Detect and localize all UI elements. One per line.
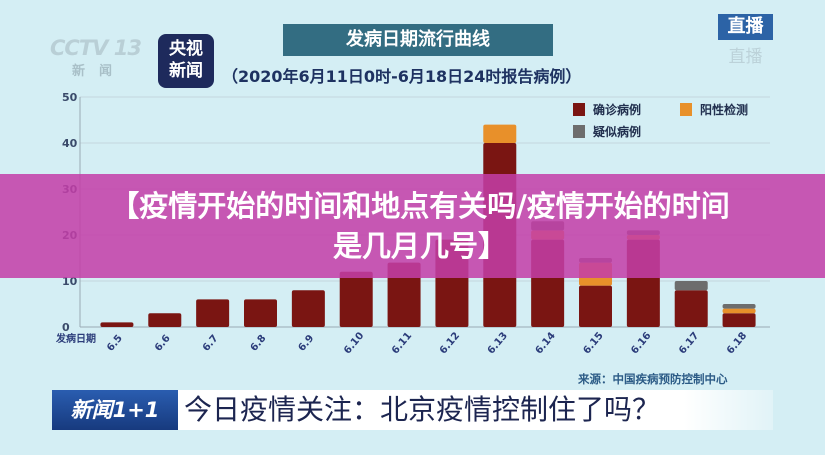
cctv-news-logo: 央视新闻 <box>158 34 214 88</box>
legend-label: 疑似病例 <box>593 124 641 139</box>
y-tick-label: 50 <box>62 91 78 104</box>
y-tick-label: 40 <box>62 137 78 150</box>
title-overlay-banner <box>0 174 825 278</box>
legend-swatch <box>573 125 585 138</box>
x-tick-label: 6.14 <box>534 330 558 356</box>
bar-6.18-确诊病例 <box>722 313 756 327</box>
x-axis-label: 发病日期 <box>55 332 96 345</box>
legend-label: 阳性检测 <box>700 102 748 117</box>
overlay-text: 【疫情开始的时间和地点有关吗/疫情开始的时间 是几月几号】 <box>40 186 800 266</box>
bar-6.13-阳性检测 <box>483 124 517 143</box>
live-badge-reflection: 直播 <box>728 47 763 67</box>
legend-label: 确诊病例 <box>593 102 641 117</box>
bar-6.7-确诊病例 <box>196 299 230 327</box>
bar-6.11-确诊病例 <box>387 262 421 327</box>
bar-6.17-疑似病例 <box>674 281 708 291</box>
bar-6.5-确诊病例 <box>100 322 134 327</box>
source-label: 来源：中国疾病预防控制中心 <box>578 372 728 386</box>
legend-swatch <box>573 103 585 116</box>
x-tick-label: 6.11 <box>390 330 414 356</box>
bar-6.15-确诊病例 <box>579 285 612 327</box>
legend-swatch <box>680 103 692 116</box>
x-tick-label: 6.12 <box>438 330 462 356</box>
headline-bar <box>178 390 773 430</box>
bar-6.17-确诊病例 <box>674 290 708 327</box>
y-tick-label: 10 <box>62 275 78 288</box>
x-tick-label: 6.15 <box>581 330 605 356</box>
x-tick-label: 6.7 <box>201 333 221 354</box>
x-tick-label: 6.6 <box>153 333 173 354</box>
bar-6.18-阳性检测 <box>722 308 756 314</box>
x-tick-label: 6.13 <box>486 330 510 356</box>
chart-subtitle: （2020年6月11日0时-6月18日24时报告病例） <box>222 67 582 86</box>
bar-6.18-疑似病例 <box>722 304 756 309</box>
live-badge: 直播 <box>718 14 773 40</box>
y-tick-label: 0 <box>62 321 70 334</box>
x-tick-label: 6.5 <box>105 333 125 354</box>
program-logo: 新闻1+1 <box>52 390 178 430</box>
x-tick-label: 6.10 <box>342 330 366 356</box>
bar-6.9-确诊病例 <box>291 290 325 327</box>
x-tick-label: 6.9 <box>297 333 317 354</box>
x-tick-label: 6.17 <box>677 330 701 356</box>
x-tick-label: 6.16 <box>629 330 653 356</box>
bar-6.8-确诊病例 <box>244 299 277 327</box>
x-tick-label: 6.8 <box>249 333 269 354</box>
overlay-line-2: 是几月几号】 <box>332 229 507 263</box>
bar-6.6-确诊病例 <box>148 313 182 327</box>
headline-text: 今日疫情关注：北京疫情控制住了吗？ <box>184 393 661 426</box>
bar-6.10-确诊病例 <box>339 271 373 327</box>
x-tick-label: 6.18 <box>725 330 749 356</box>
chart-title: 发病日期流行曲线 <box>283 24 553 56</box>
x-tick-labels: 6.5 6.6 6.7 6.8 6.9 6.10 6.11 6.12 6.13 6.14 6.15 6… <box>105 330 749 356</box>
overlay-line-1: 【疫情开始的时间和地点有关吗/疫情开始的时间 <box>110 189 730 223</box>
cctv13-logo: CCTV 13 新闻 <box>50 36 142 79</box>
